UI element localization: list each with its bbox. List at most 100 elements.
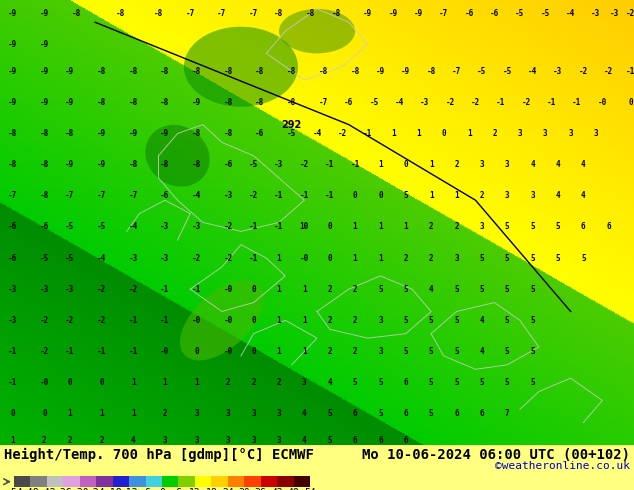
Text: 5: 5 — [403, 285, 408, 294]
Text: -3: -3 — [192, 222, 201, 231]
Text: 30: 30 — [238, 488, 250, 490]
Text: 7: 7 — [505, 409, 510, 418]
Text: -1: -1 — [65, 347, 74, 356]
Text: -6: -6 — [8, 222, 17, 231]
Text: 5: 5 — [479, 285, 484, 294]
Text: -8: -8 — [224, 129, 233, 138]
Text: 3: 3 — [162, 436, 167, 445]
Ellipse shape — [184, 26, 298, 107]
Text: -1: -1 — [626, 67, 634, 75]
Bar — [129, 476, 146, 487]
Text: -6: -6 — [224, 160, 233, 169]
Text: -9: -9 — [8, 40, 17, 49]
Text: -3: -3 — [611, 9, 619, 18]
Text: -9: -9 — [129, 129, 138, 138]
Bar — [178, 476, 195, 487]
Text: -1: -1 — [300, 191, 309, 200]
Text: -1: -1 — [160, 285, 169, 294]
Bar — [244, 476, 261, 487]
Text: 3: 3 — [251, 409, 256, 418]
Text: 0: 0 — [327, 222, 332, 231]
Text: -8: -8 — [65, 129, 74, 138]
Text: -3: -3 — [160, 253, 169, 263]
Text: -1: -1 — [496, 98, 505, 107]
Text: -8: -8 — [306, 9, 315, 18]
Text: -9: -9 — [8, 67, 17, 75]
Text: 1: 1 — [378, 160, 383, 169]
Text: 6: 6 — [454, 409, 459, 418]
Text: 2: 2 — [99, 436, 104, 445]
Bar — [14, 476, 30, 487]
Text: 2: 2 — [251, 378, 256, 387]
Text: 1: 1 — [131, 409, 136, 418]
Text: 4: 4 — [302, 409, 307, 418]
Text: -1: -1 — [249, 253, 258, 263]
Text: -9: -9 — [192, 98, 201, 107]
Text: 2: 2 — [429, 222, 434, 231]
Text: -2: -2 — [604, 67, 613, 75]
Text: 1: 1 — [353, 222, 358, 231]
Text: 5: 5 — [454, 347, 459, 356]
Bar — [47, 476, 63, 487]
Text: 54: 54 — [304, 488, 316, 490]
Text: -54: -54 — [5, 488, 23, 490]
Text: 3: 3 — [479, 222, 484, 231]
Text: -4: -4 — [313, 129, 321, 138]
Text: 2: 2 — [42, 436, 47, 445]
Ellipse shape — [145, 125, 210, 187]
Text: 5: 5 — [378, 285, 383, 294]
Text: 5: 5 — [530, 285, 535, 294]
Text: 3: 3 — [226, 409, 231, 418]
Text: -2: -2 — [300, 160, 309, 169]
Text: 3: 3 — [276, 436, 281, 445]
Text: 5: 5 — [505, 378, 510, 387]
Text: -0: -0 — [598, 98, 607, 107]
Text: -8: -8 — [8, 129, 17, 138]
Text: -9: -9 — [376, 67, 385, 75]
Text: 2: 2 — [67, 436, 72, 445]
Text: -8: -8 — [129, 67, 138, 75]
Text: -8: -8 — [256, 67, 264, 75]
Text: -8: -8 — [256, 98, 264, 107]
Bar — [146, 476, 162, 487]
Text: 0: 0 — [403, 160, 408, 169]
Text: 3: 3 — [251, 436, 256, 445]
Text: 5: 5 — [505, 316, 510, 325]
Text: -3: -3 — [160, 222, 169, 231]
Text: -9: -9 — [414, 9, 423, 18]
Text: 1: 1 — [276, 285, 281, 294]
Text: -5: -5 — [287, 129, 296, 138]
Text: -0: -0 — [224, 285, 233, 294]
Text: -3: -3 — [8, 316, 17, 325]
Text: 1: 1 — [353, 253, 358, 263]
Text: 2: 2 — [226, 378, 231, 387]
Text: 5: 5 — [555, 253, 560, 263]
Bar — [96, 476, 113, 487]
Text: 2: 2 — [327, 347, 332, 356]
Text: 1: 1 — [454, 191, 459, 200]
Text: -8: -8 — [287, 98, 296, 107]
Text: 4: 4 — [131, 436, 136, 445]
Text: 18: 18 — [205, 488, 217, 490]
Text: 1: 1 — [302, 285, 307, 294]
Text: -5: -5 — [541, 9, 550, 18]
Text: 2: 2 — [353, 347, 358, 356]
Text: -2: -2 — [579, 67, 588, 75]
Text: -2: -2 — [338, 129, 347, 138]
Text: 1: 1 — [378, 222, 383, 231]
Text: -8: -8 — [40, 191, 49, 200]
Bar — [80, 476, 96, 487]
Bar — [195, 476, 211, 487]
Text: -1: -1 — [363, 129, 372, 138]
Text: 5: 5 — [327, 436, 332, 445]
Text: 0: 0 — [628, 98, 633, 107]
Text: 1: 1 — [302, 316, 307, 325]
Text: -9: -9 — [401, 67, 410, 75]
Text: -0: -0 — [300, 253, 309, 263]
Text: -1: -1 — [8, 347, 17, 356]
Text: -9: -9 — [8, 98, 17, 107]
Text: 2: 2 — [327, 285, 332, 294]
Text: 1: 1 — [378, 253, 383, 263]
Text: -8: -8 — [40, 160, 49, 169]
Text: 6: 6 — [403, 436, 408, 445]
